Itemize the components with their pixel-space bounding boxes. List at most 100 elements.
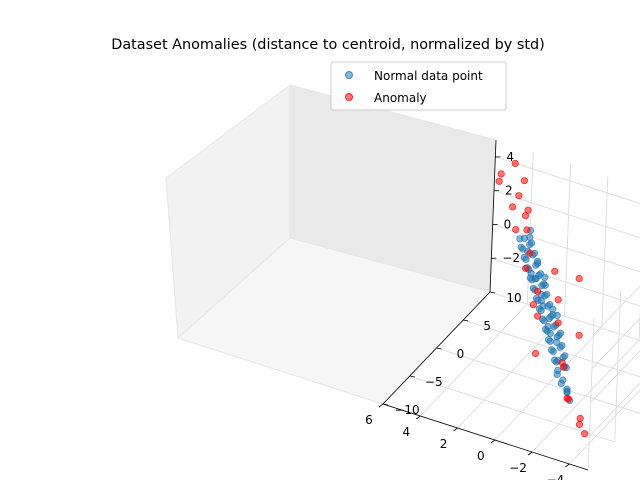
y-tick — [463, 319, 469, 322]
x-tick — [527, 451, 533, 456]
x-tick — [453, 427, 458, 432]
normal-data-point — [559, 376, 567, 384]
anomaly-point — [521, 212, 530, 220]
y-gridline-floor — [489, 291, 640, 341]
z-gridline-left — [593, 285, 640, 336]
z-gridline-left — [590, 350, 640, 403]
y-gridline-floor — [409, 375, 615, 443]
x-tick-label: 6 — [365, 413, 373, 427]
legend-label-normal: Normal data point — [374, 69, 483, 83]
normal-data-point — [547, 346, 556, 354]
anomaly-point — [551, 267, 559, 275]
normal-data-point — [546, 329, 554, 337]
normal-data-point — [517, 243, 525, 251]
normal-data-point — [554, 366, 562, 374]
y-tick-label: 5 — [483, 319, 491, 333]
anomaly-point — [512, 226, 520, 234]
y-tick-label: 10 — [506, 291, 521, 305]
z-tick-label: −2 — [502, 251, 520, 265]
anomaly-point — [575, 420, 584, 429]
normal-data-point — [553, 311, 561, 320]
x-tick-label: 0 — [477, 449, 485, 463]
legend-label-anomaly: Anomaly — [374, 91, 427, 105]
anomaly-point — [523, 226, 531, 234]
anomaly-point — [495, 177, 503, 185]
y-tick — [489, 291, 496, 294]
x-tick — [565, 463, 570, 468]
x-tick — [378, 403, 384, 408]
anomaly-point — [529, 301, 538, 309]
y-tick-label: −5 — [425, 375, 443, 389]
normal-data-point — [541, 281, 549, 289]
anomaly-point — [526, 249, 534, 257]
anomaly-point — [558, 358, 566, 367]
z-gridline-left — [591, 317, 640, 369]
normal-data-point — [563, 387, 571, 395]
anomaly-point — [554, 296, 562, 304]
anomaly-point — [520, 177, 529, 185]
y-gridline-left — [614, 289, 622, 443]
x-tick — [490, 439, 496, 444]
x-gridline-back — [564, 163, 571, 317]
anomaly-point — [554, 319, 562, 327]
anomaly-point — [508, 203, 517, 211]
anomaly-point — [576, 414, 584, 422]
anomaly-point — [563, 394, 571, 402]
y-tick-label: 0 — [457, 347, 465, 361]
z-gridline-left — [589, 382, 640, 437]
normal-data-point — [526, 233, 534, 241]
y-gridline-left — [587, 317, 595, 471]
y-tick — [382, 403, 389, 406]
y-tick — [409, 375, 415, 378]
z-tick-label: 4 — [506, 150, 514, 164]
normal-data-point — [558, 341, 566, 350]
z-axis-line — [489, 139, 497, 293]
normal-data-point — [527, 269, 535, 277]
normal-data-point — [556, 329, 565, 337]
normal-data-point — [537, 297, 545, 305]
x-tick-label: 4 — [402, 425, 410, 439]
x-tick-label: 2 — [440, 437, 448, 451]
normal-data-point — [544, 335, 553, 344]
anomaly-point — [522, 264, 530, 272]
normal-data-point — [549, 305, 557, 313]
z-gridline-back — [493, 190, 640, 239]
anomaly-point — [533, 312, 542, 320]
anomaly-point — [497, 170, 505, 178]
z-tick-label: 2 — [505, 184, 513, 198]
y-tick-label: −10 — [394, 403, 419, 417]
x-tick-label: −2 — [509, 461, 527, 475]
normal-data-point — [541, 273, 549, 281]
normal-data-point — [520, 253, 528, 262]
normal-data-point — [545, 314, 553, 323]
legend-marker-normal — [345, 71, 353, 79]
z-tick-label: 0 — [504, 217, 512, 231]
axes-panes — [165, 84, 497, 405]
anomaly-point — [575, 274, 583, 283]
x-gridline-back — [601, 175, 609, 329]
x-tick-label: −4 — [547, 473, 565, 480]
y-gridline-floor — [436, 347, 640, 414]
legend: Normal data point Anomaly — [330, 61, 507, 111]
anomaly-point — [533, 287, 542, 295]
normal-data-point — [553, 338, 561, 347]
anomaly-point — [580, 430, 589, 438]
anomaly-point — [575, 331, 583, 339]
tick-labels: −4 −2 0 2 4 6 −10 −5 0 5 10 −2 0 2 4 — [365, 150, 564, 480]
anomaly-point — [515, 192, 523, 200]
anomaly-point — [511, 159, 519, 168]
axes — [378, 139, 589, 471]
normal-data-point — [561, 352, 569, 360]
x-tick — [416, 415, 421, 420]
chart-title: Dataset Anomalies (distance to centroid,… — [111, 37, 545, 53]
normal-data-point — [544, 322, 552, 331]
y-tick — [436, 347, 442, 350]
legend-marker-anomaly — [345, 93, 353, 101]
normal-data-point — [533, 257, 542, 265]
scatter-points — [495, 159, 589, 438]
legend-frame — [330, 61, 507, 111]
anomaly-point — [531, 349, 540, 358]
z-gridline-back — [495, 156, 640, 204]
x-axis-line — [382, 403, 589, 471]
